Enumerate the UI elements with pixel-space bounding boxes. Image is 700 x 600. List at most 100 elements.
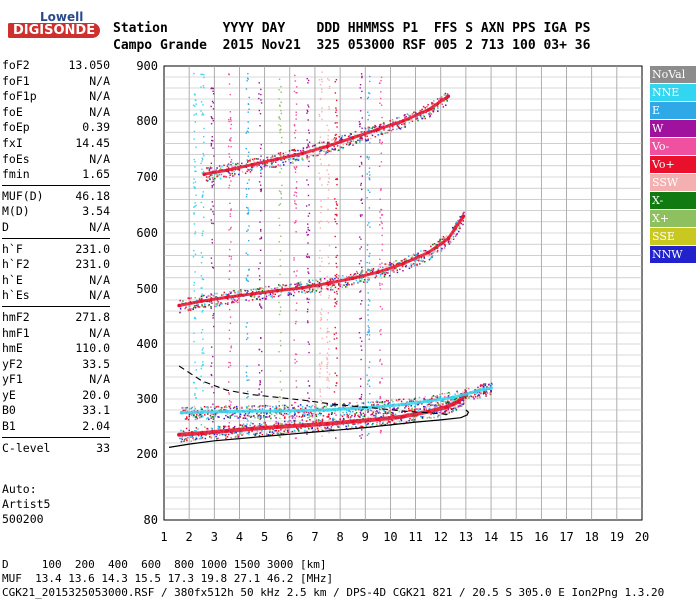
speckle-point: [200, 86, 202, 88]
speckle-point: [295, 181, 298, 183]
speckle-point: [402, 123, 405, 125]
speckle-point: [294, 286, 297, 288]
speckle-point: [321, 402, 323, 405]
speckle-point: [439, 395, 442, 398]
param-name: D: [2, 219, 9, 234]
speckle-point: [344, 281, 347, 284]
speckle-point: [293, 157, 295, 160]
speckle-point: [332, 428, 335, 431]
speckle-point: [405, 421, 408, 423]
speckle-point: [444, 237, 446, 239]
speckle-point: [326, 358, 328, 360]
speckle-point: [295, 386, 298, 388]
speckle-point: [333, 148, 335, 151]
speckle-point: [307, 82, 309, 84]
speckle-point: [359, 337, 362, 339]
speckle-point: [338, 275, 340, 277]
speckle-point: [210, 142, 213, 145]
speckle-point: [321, 419, 324, 422]
param-row: B1 2.04: [2, 419, 110, 435]
speckle-point: [241, 424, 244, 426]
speckle-point: [387, 410, 390, 413]
speckle-point: [287, 293, 289, 295]
speckle-point: [248, 432, 250, 434]
speckle-point: [413, 420, 415, 423]
speckle-point: [297, 149, 299, 152]
speckle-point: [265, 411, 267, 414]
speckle-point: [361, 117, 364, 119]
speckle-point: [354, 141, 357, 143]
speckle-point: [334, 81, 336, 83]
speckle-point: [285, 423, 288, 426]
speckle-point: [208, 169, 211, 172]
speckle-point: [293, 90, 296, 93]
speckle-point: [228, 400, 231, 402]
speckle-point: [324, 427, 326, 429]
speckle-point: [181, 436, 184, 438]
speckle-point: [298, 155, 300, 158]
speckle-point: [335, 137, 338, 139]
echo-point: [225, 295, 229, 300]
speckle-point: [454, 235, 457, 238]
speckle-point: [320, 220, 323, 223]
speckle-point: [277, 422, 280, 424]
speckle-point: [230, 347, 232, 349]
speckle-point: [363, 279, 366, 281]
speckle-point: [408, 419, 410, 422]
speckle-point: [436, 98, 439, 100]
speckle-point: [424, 260, 426, 263]
speckle-point: [184, 409, 186, 412]
speckle-point: [326, 359, 329, 361]
speckle-point: [269, 430, 271, 432]
speckle-point: [381, 363, 383, 365]
speckle-point: [278, 405, 281, 407]
speckle-point: [315, 413, 317, 416]
speckle-point: [259, 169, 262, 172]
speckle-point: [271, 163, 273, 166]
legend-item: Vo-: [650, 138, 696, 155]
legend-item: NoVal: [650, 66, 696, 83]
speckle-point: [211, 412, 214, 415]
speckle-point: [327, 348, 330, 350]
speckle-point: [318, 257, 321, 259]
speckle-point: [446, 392, 449, 395]
speckle-point: [312, 412, 315, 415]
speckle-point: [210, 116, 213, 118]
speckle-point: [294, 353, 297, 355]
speckle-point: [234, 435, 237, 438]
speckle-point: [465, 395, 468, 397]
speckle-point: [326, 288, 328, 290]
speckle-point: [228, 329, 231, 331]
speckle-point: [240, 292, 242, 295]
speckle-point: [262, 163, 264, 165]
speckle-point: [335, 332, 337, 334]
speckle-point: [256, 416, 259, 418]
speckle-point: [401, 260, 403, 262]
speckle-point: [296, 92, 298, 94]
speckle-point: [320, 317, 322, 319]
speckle-point: [423, 405, 425, 408]
speckle-point: [200, 162, 202, 165]
speckle-point: [210, 436, 212, 439]
speckle-point: [359, 84, 362, 86]
speckle-point: [211, 100, 214, 103]
speckle-point: [283, 417, 286, 419]
speckle-point: [439, 405, 442, 407]
speckle-point: [367, 126, 369, 128]
speckle-point: [328, 373, 331, 375]
speckle-point: [320, 363, 323, 365]
speckle-point: [417, 259, 420, 262]
echo-point: [376, 417, 380, 422]
speckle-point: [423, 408, 425, 410]
speckle-point: [220, 173, 223, 176]
speckle-point: [201, 234, 204, 237]
speckle-point: [398, 410, 401, 413]
param-name: fmin: [2, 167, 30, 182]
speckle-point: [328, 85, 331, 88]
speckle-point: [297, 158, 300, 161]
speckle-point: [280, 250, 282, 252]
speckle-point: [283, 430, 285, 432]
param-value: 33.5: [82, 356, 110, 371]
speckle-point: [260, 188, 263, 190]
echo-point: [446, 94, 451, 99]
